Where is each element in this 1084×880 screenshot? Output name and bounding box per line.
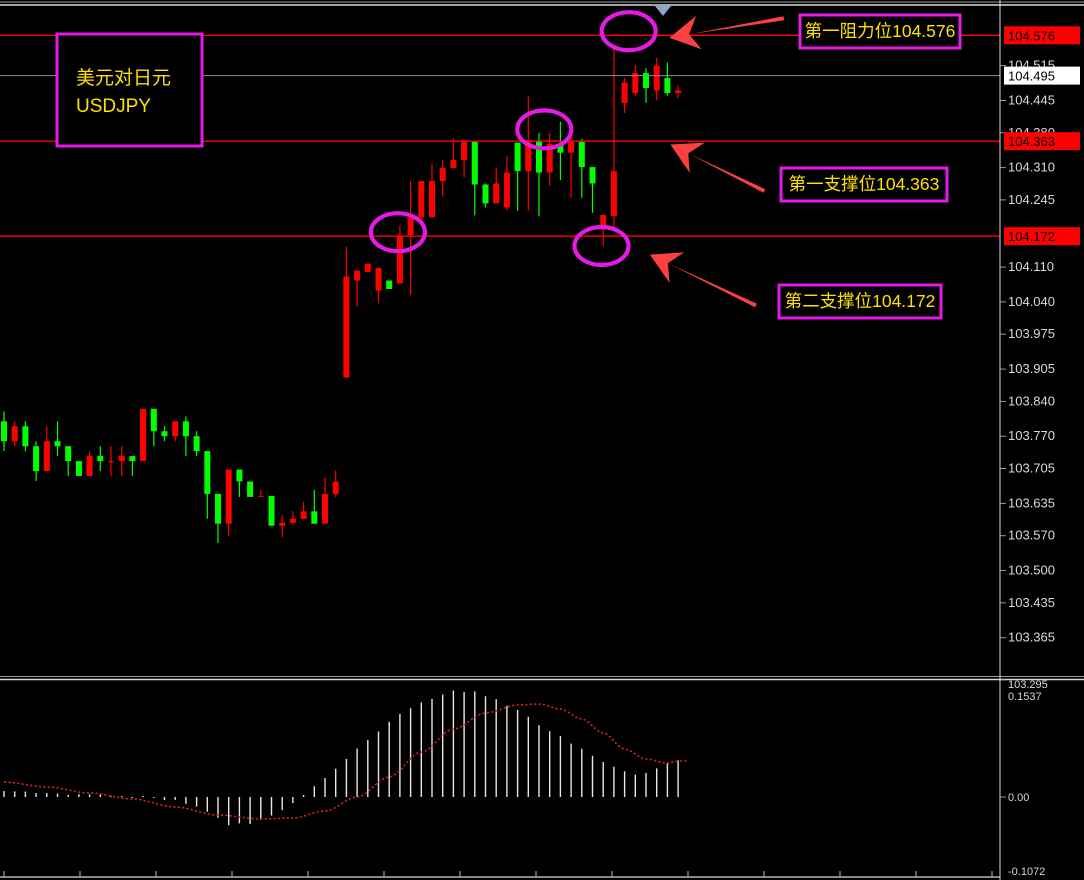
svg-text:-0.1072: -0.1072 xyxy=(1008,866,1045,878)
svg-text:103.840: 103.840 xyxy=(1008,393,1055,408)
svg-text:103.705: 103.705 xyxy=(1008,461,1055,476)
svg-text:104.310: 104.310 xyxy=(1008,160,1055,175)
svg-text:0.1537: 0.1537 xyxy=(1008,691,1042,703)
svg-text:美元对日元: 美元对日元 xyxy=(76,67,171,89)
svg-text:103.570: 103.570 xyxy=(1008,528,1055,543)
svg-text:104.040: 104.040 xyxy=(1008,294,1055,309)
svg-text:104.110: 104.110 xyxy=(1008,259,1054,274)
svg-text:0.00: 0.00 xyxy=(1008,792,1029,804)
svg-text:103.365: 103.365 xyxy=(1008,630,1055,645)
svg-text:第二支撑位104.172: 第二支撑位104.172 xyxy=(785,291,936,311)
svg-text:104.172: 104.172 xyxy=(1008,229,1055,244)
svg-text:103.635: 103.635 xyxy=(1008,495,1055,510)
svg-text:第一阻力位104.576: 第一阻力位104.576 xyxy=(805,21,956,41)
svg-text:103.435: 103.435 xyxy=(1008,595,1055,610)
svg-text:第一支撑位104.363: 第一支撑位104.363 xyxy=(789,174,940,194)
svg-text:104.363: 104.363 xyxy=(1008,134,1055,149)
svg-text:104.576: 104.576 xyxy=(1008,28,1055,43)
svg-text:103.770: 103.770 xyxy=(1008,428,1055,443)
svg-text:104.495: 104.495 xyxy=(1008,69,1055,84)
svg-text:103.295: 103.295 xyxy=(1008,679,1048,691)
svg-text:104.445: 104.445 xyxy=(1008,93,1055,108)
svg-text:USDJPY: USDJPY xyxy=(76,96,151,117)
svg-text:103.905: 103.905 xyxy=(1008,361,1055,376)
svg-text:103.975: 103.975 xyxy=(1008,326,1055,341)
svg-text:104.245: 104.245 xyxy=(1008,192,1055,207)
svg-text:103.500: 103.500 xyxy=(1008,563,1055,578)
